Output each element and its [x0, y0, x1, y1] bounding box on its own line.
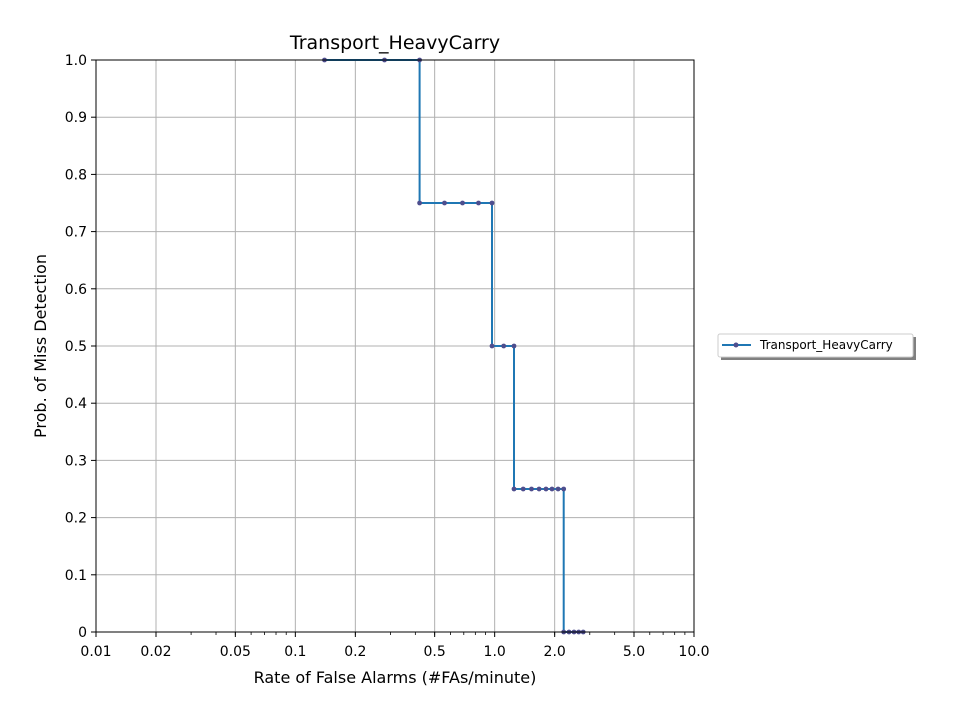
data-point: [529, 486, 534, 492]
y-tick-label: 0.4: [65, 396, 87, 412]
x-tick-label: 1.0: [484, 644, 506, 660]
x-tick-label: 0.05: [220, 644, 251, 660]
grid: [95, 59, 695, 633]
legend-box: [717, 333, 914, 358]
data-point: [417, 200, 422, 206]
x-tick-label: 0.1: [284, 644, 306, 660]
y-tick-label: 0.7: [65, 225, 87, 241]
x-tick-label: 5.0: [623, 644, 645, 660]
x-tick-label: 0.01: [80, 644, 111, 660]
data-point: [489, 343, 495, 349]
legend-series-marker: [733, 342, 739, 348]
y-tick-label: 0.1: [65, 568, 87, 584]
data-point: [501, 343, 507, 349]
y-tick-label: 0.5: [65, 339, 87, 355]
x-axis-label: Rate of False Alarms (#FAs/minute): [254, 668, 537, 687]
x-tick-label: 0.02: [140, 644, 171, 660]
x-tick-label: 0.2: [344, 644, 366, 660]
data-point: [511, 343, 517, 349]
y-tick-label: 0: [78, 625, 87, 641]
x-tick-label: 2.0: [544, 644, 566, 660]
chart-title: Transport_HeavyCarry: [289, 32, 500, 54]
y-tick-label: 0.8: [65, 167, 87, 183]
y-tick-label: 0.2: [65, 511, 87, 527]
y-tick-label: 0.3: [65, 453, 87, 469]
x-tick-label: 10.0: [678, 644, 709, 660]
data-point: [520, 486, 526, 492]
data-point: [460, 200, 465, 206]
data-point: [561, 486, 567, 492]
y-tick-label: 0.9: [65, 110, 87, 126]
data-point: [476, 200, 481, 206]
x-axis-ticks: 0.01 0.02 0.05 0.1 0.2 0.5 1.0 2.0 5.0 10.0: [80, 632, 710, 660]
data-point: [555, 486, 561, 492]
data-point: [549, 486, 555, 492]
legend-series-label: Transport_HeavyCarry: [759, 338, 893, 352]
data-point: [543, 486, 549, 492]
data-point: [536, 486, 542, 492]
x-tick-label: 0.5: [424, 644, 446, 660]
data-point: [511, 486, 517, 492]
data-point: [489, 200, 495, 206]
legend: Transport_HeavyCarry: [717, 333, 916, 360]
data-point: [442, 200, 447, 206]
y-tick-label: 0.6: [65, 282, 87, 298]
y-tick-label: 1.0: [65, 53, 87, 69]
y-axis-label: Prob. of Miss Detection: [31, 254, 50, 438]
y-axis-ticks: 0 0.1 0.2 0.3 0.4 0.5 0.6 0.7 0.8 0.9 1.0: [65, 53, 96, 641]
